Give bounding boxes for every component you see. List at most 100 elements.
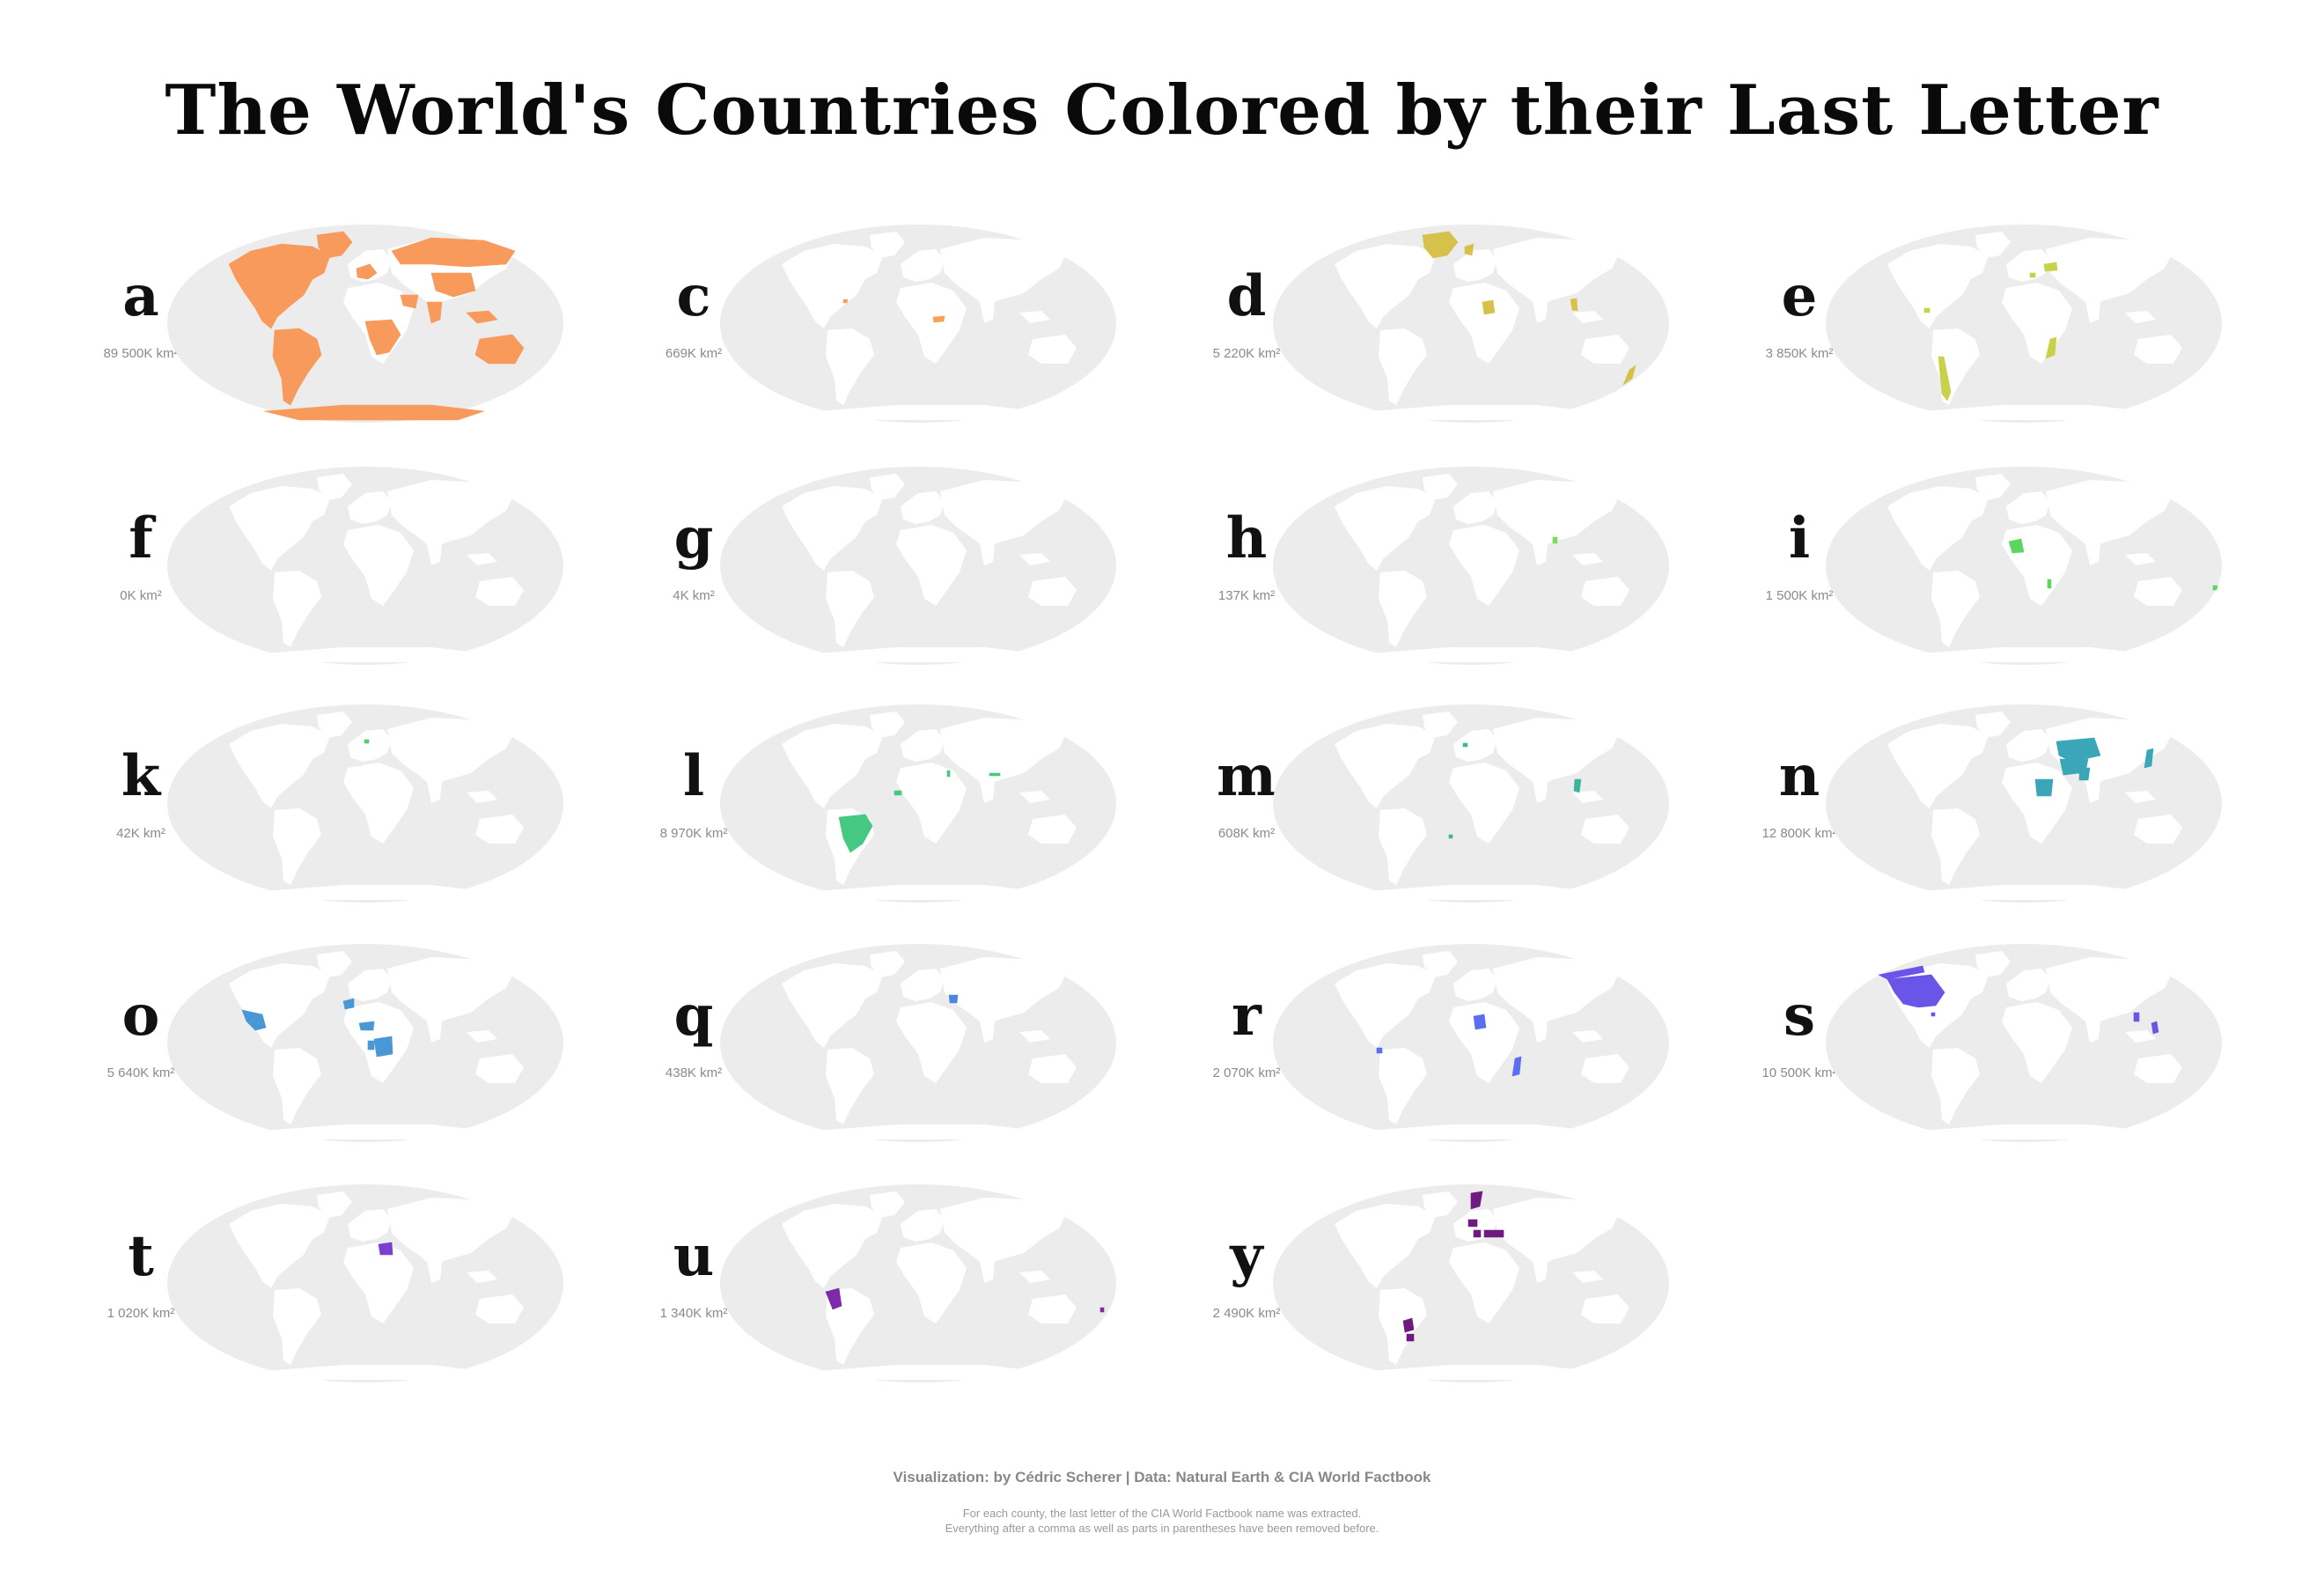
land-mass [1533, 1021, 1548, 1043]
country-africa [364, 319, 401, 356]
country-niger_r [1473, 1014, 1487, 1030]
land-mass [782, 963, 883, 1048]
land-mass [1572, 1030, 1603, 1043]
land-mass [1028, 335, 1077, 364]
country-niger [358, 1021, 375, 1031]
country-canada_is [1878, 965, 1925, 980]
land-mass [2134, 1054, 2182, 1083]
world-map [720, 225, 1116, 423]
land-mass [348, 491, 392, 524]
land-mass [2006, 969, 2050, 1001]
land-mass [1453, 969, 1497, 1001]
panel-area-label: 5 220K km² [1212, 346, 1281, 361]
land-mass [273, 571, 321, 647]
country-scandinavia [1464, 243, 1475, 256]
country-belize [1923, 307, 1931, 313]
panel-letter: y [1230, 1223, 1263, 1289]
land-mass [1572, 553, 1603, 565]
country-nz [1622, 365, 1636, 386]
land-mass [870, 1191, 905, 1218]
world-map [167, 944, 563, 1142]
note-line-2: Everything after a comma as well as part… [945, 1522, 1379, 1535]
land-mass [387, 1198, 515, 1265]
world-map [167, 225, 563, 423]
panel-letter: c [676, 263, 711, 329]
land-mass [467, 791, 497, 803]
credit-line: Visualization: by Cédric Scherer | Data:… [893, 1469, 1431, 1485]
land-mass [980, 1021, 995, 1043]
land-mass [475, 577, 524, 606]
land-mass [475, 815, 524, 844]
land-mass [901, 249, 945, 282]
panel-letter: h [1225, 505, 1268, 571]
land-mass [1581, 335, 1629, 364]
map-panel-e: e 3 850K km² [1676, 225, 2239, 453]
land-mass [1370, 405, 1590, 420]
land-mass [427, 544, 442, 565]
country-peru [825, 1287, 842, 1310]
map-panel-m: m 608K km² [1123, 704, 1687, 933]
country-afghanistan [2076, 758, 2089, 769]
land-mass [2085, 544, 2100, 565]
panel-letter: i [1788, 505, 1811, 571]
land-mass [1423, 1191, 1458, 1218]
land-mass [1931, 571, 1980, 647]
country-chad [1482, 299, 1496, 315]
panel-letter: u [673, 1223, 715, 1289]
land-mass [229, 963, 330, 1048]
land-mass [2134, 815, 2182, 844]
land-mass [2085, 782, 2100, 803]
land-mass [343, 763, 414, 844]
panel-area-label: 10 500K km² [1761, 1065, 1837, 1080]
map-panel-q: q 438K km² [570, 944, 1134, 1173]
land-mass [427, 782, 442, 803]
country-australia [474, 334, 525, 365]
world-map [1273, 467, 1669, 665]
land-mass [427, 1262, 442, 1283]
country-na [228, 243, 331, 329]
land-mass [2006, 491, 2050, 524]
land-mass [940, 238, 1068, 306]
country-israel [946, 770, 951, 778]
land-mass [870, 232, 905, 258]
land-mass [1975, 711, 2011, 738]
country-sa [272, 328, 322, 406]
panel-letter: a [122, 263, 159, 329]
land-mass [1379, 571, 1427, 647]
world-map [167, 704, 563, 903]
country-europe_bits [2029, 272, 2036, 278]
panel-area-label: 1 340K km² [659, 1306, 728, 1321]
country-egypt [378, 1242, 393, 1256]
land-mass [1975, 474, 2011, 500]
land-mass [1379, 1048, 1427, 1124]
land-mass [896, 283, 967, 364]
panel-area-label: 4K km² [673, 588, 715, 603]
land-mass [1449, 283, 1519, 364]
country-germany [1467, 1219, 1478, 1227]
panel-area-label: 0K km² [120, 588, 162, 603]
land-mass [1887, 486, 1989, 571]
methodology-note: For each county, the last letter of the … [0, 1506, 2324, 1536]
country-bangladesh [1552, 536, 1558, 544]
land-mass [817, 885, 1037, 900]
land-mass [901, 969, 945, 1001]
land-mass [1379, 1288, 1427, 1365]
note-line-1: For each county, the last letter of the … [962, 1507, 1362, 1520]
land-mass [1581, 577, 1629, 606]
land-mass [1449, 1242, 1519, 1323]
land-mass [940, 957, 1068, 1025]
country-turkey [1483, 1229, 1504, 1238]
map-panel-r: r 2 070K km² [1123, 944, 1687, 1173]
country-greenland [316, 231, 353, 259]
land-mass [387, 718, 515, 785]
land-mass [317, 711, 352, 738]
country-greenland [1422, 231, 1459, 259]
land-mass [317, 474, 352, 500]
land-mass [817, 405, 1037, 420]
country-bahamas [1931, 1012, 1936, 1017]
panel-letter: t [128, 1223, 154, 1289]
land-mass [348, 969, 392, 1001]
land-mass [1572, 791, 1603, 803]
panel-area-label: 12 800K km² [1761, 826, 1837, 841]
panel-area-label: 438K km² [665, 1065, 723, 1080]
